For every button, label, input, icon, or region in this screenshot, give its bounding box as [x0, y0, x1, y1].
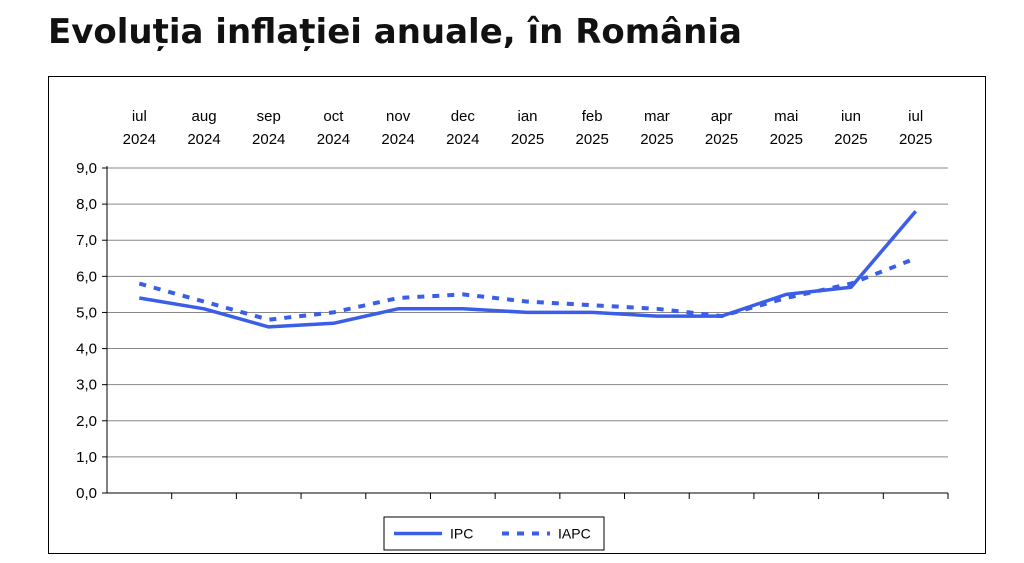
series-line-iapc — [138, 256, 917, 322]
legend-label-iapc: IAPC — [558, 526, 591, 542]
legend: IPC IAPC — [383, 516, 605, 551]
y-tick-label: 6,0 — [76, 268, 97, 285]
x-tick-label: ian 2025 — [511, 108, 544, 148]
y-tick-label: 5,0 — [76, 304, 97, 321]
y-tick-label: 1,0 — [76, 449, 97, 466]
axes — [102, 166, 949, 499]
x-axis-ticks: iul 2024 aug 2024 sep 2024 oct 2024 nov 2024 dec 20… — [123, 108, 933, 148]
chart-title: Evoluția inflației anuale, în România — [48, 12, 742, 52]
x-tick-label: iul 2024 — [123, 108, 156, 148]
x-tick-label: oct 2024 — [317, 108, 350, 148]
chart-frame — [48, 76, 986, 554]
x-tick-label: aug 2024 — [187, 108, 220, 148]
y-tick-label: 2,0 — [76, 413, 97, 430]
y-tick-label: 3,0 — [76, 377, 97, 394]
x-tick-label: iun 2025 — [834, 108, 867, 148]
x-tick-label: nov 2024 — [381, 108, 414, 148]
y-axis-ticks: 0,0 1,0 2,0 3,0 4,0 5,0 6,0 7,0 8,0 9,0 — [76, 160, 97, 502]
gridlines — [107, 167, 948, 458]
y-tick-label: 4,0 — [76, 341, 97, 358]
series-line-ipc — [139, 210, 918, 329]
x-tick-label: dec 2024 — [446, 108, 479, 148]
x-tick-label: sep 2024 — [252, 108, 285, 148]
y-tick-label: 8,0 — [76, 196, 97, 213]
y-tick-label: 0,0 — [76, 485, 97, 502]
x-tick-label: mar 2025 — [640, 108, 673, 148]
x-tick-label: apr 2025 — [705, 108, 738, 148]
x-tick-label: mai 2025 — [770, 108, 803, 148]
x-tick-label: feb 2025 — [576, 108, 609, 148]
y-tick-label: 7,0 — [76, 232, 97, 249]
series-lines — [138, 210, 918, 329]
y-tick-label: 9,0 — [76, 160, 97, 177]
x-tick-label: iul 2025 — [899, 108, 932, 148]
legend-label-ipc: IPC — [450, 526, 473, 542]
